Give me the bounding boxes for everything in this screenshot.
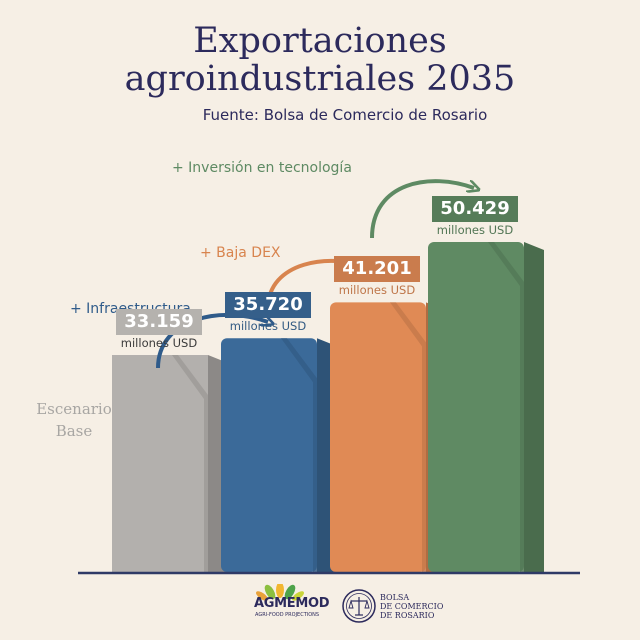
data-label-unit-3: millones USD	[436, 223, 514, 237]
bar-front-2	[330, 302, 426, 572]
bar-3	[428, 242, 544, 572]
data-label-0: 33.159 millones USD	[104, 309, 214, 350]
source-subtitle: Fuente: Bolsa de Comercio de Rosario	[202, 106, 488, 124]
footer-logos: AGMEMOD AGRI-FOOD PROJECTIONS BOLSA DE C…	[0, 584, 640, 628]
bar-shade-0	[172, 355, 208, 572]
data-label-value-3: 50.429	[432, 196, 518, 222]
title-line-1: Exportaciones	[193, 21, 447, 61]
bar-front-0	[112, 355, 208, 572]
bar-front-1	[221, 338, 317, 572]
agmemod-logo-text: AGMEMOD	[254, 596, 330, 611]
agmemod-logo-subtext: AGRI-FOOD PROJECTIONS	[255, 612, 320, 618]
data-label-3: 50.429 millones USD	[420, 196, 530, 237]
base-label-line-2: Base	[55, 422, 93, 440]
leaf-burst-icon	[256, 584, 304, 601]
bcr-logo-text: BOLSA DE COMERCIO DE ROSARIO	[380, 593, 444, 620]
step-label-baja-dex: + Baja DEX	[200, 245, 281, 261]
data-label-value-2: 41.201	[334, 256, 420, 283]
data-label-2: 41.201 millones USD	[322, 256, 432, 297]
title-line-2: agroindustriales 2035	[124, 59, 516, 99]
scales-emblem-icon	[342, 589, 376, 623]
bar-shade-1	[281, 338, 317, 572]
step-label-inversion-tecnologia: + Inversión en tecnología	[172, 160, 352, 176]
page-title: Exportaciones agroindustriales 2035	[0, 22, 640, 98]
arrow-inversion-tecnologia	[370, 179, 474, 239]
bar-side-3	[524, 242, 544, 572]
base-label-line-1: Escenario	[36, 400, 112, 418]
data-label-unit-0: millones USD	[120, 336, 198, 350]
bar-0	[112, 355, 228, 572]
bar-1	[221, 338, 337, 572]
base-scenario-label: Escenario Base	[24, 398, 124, 442]
bar-front-3	[428, 242, 524, 572]
data-label-unit-2: millones USD	[338, 283, 416, 298]
data-label-value-1: 35.720	[225, 292, 311, 319]
data-label-value-0: 33.159	[116, 309, 202, 335]
bar-shade-2	[390, 302, 426, 572]
data-label-1: 35.720 millones USD	[213, 292, 323, 333]
data-label-unit-1: millones USD	[229, 319, 307, 334]
bar-shade-3	[488, 242, 524, 572]
